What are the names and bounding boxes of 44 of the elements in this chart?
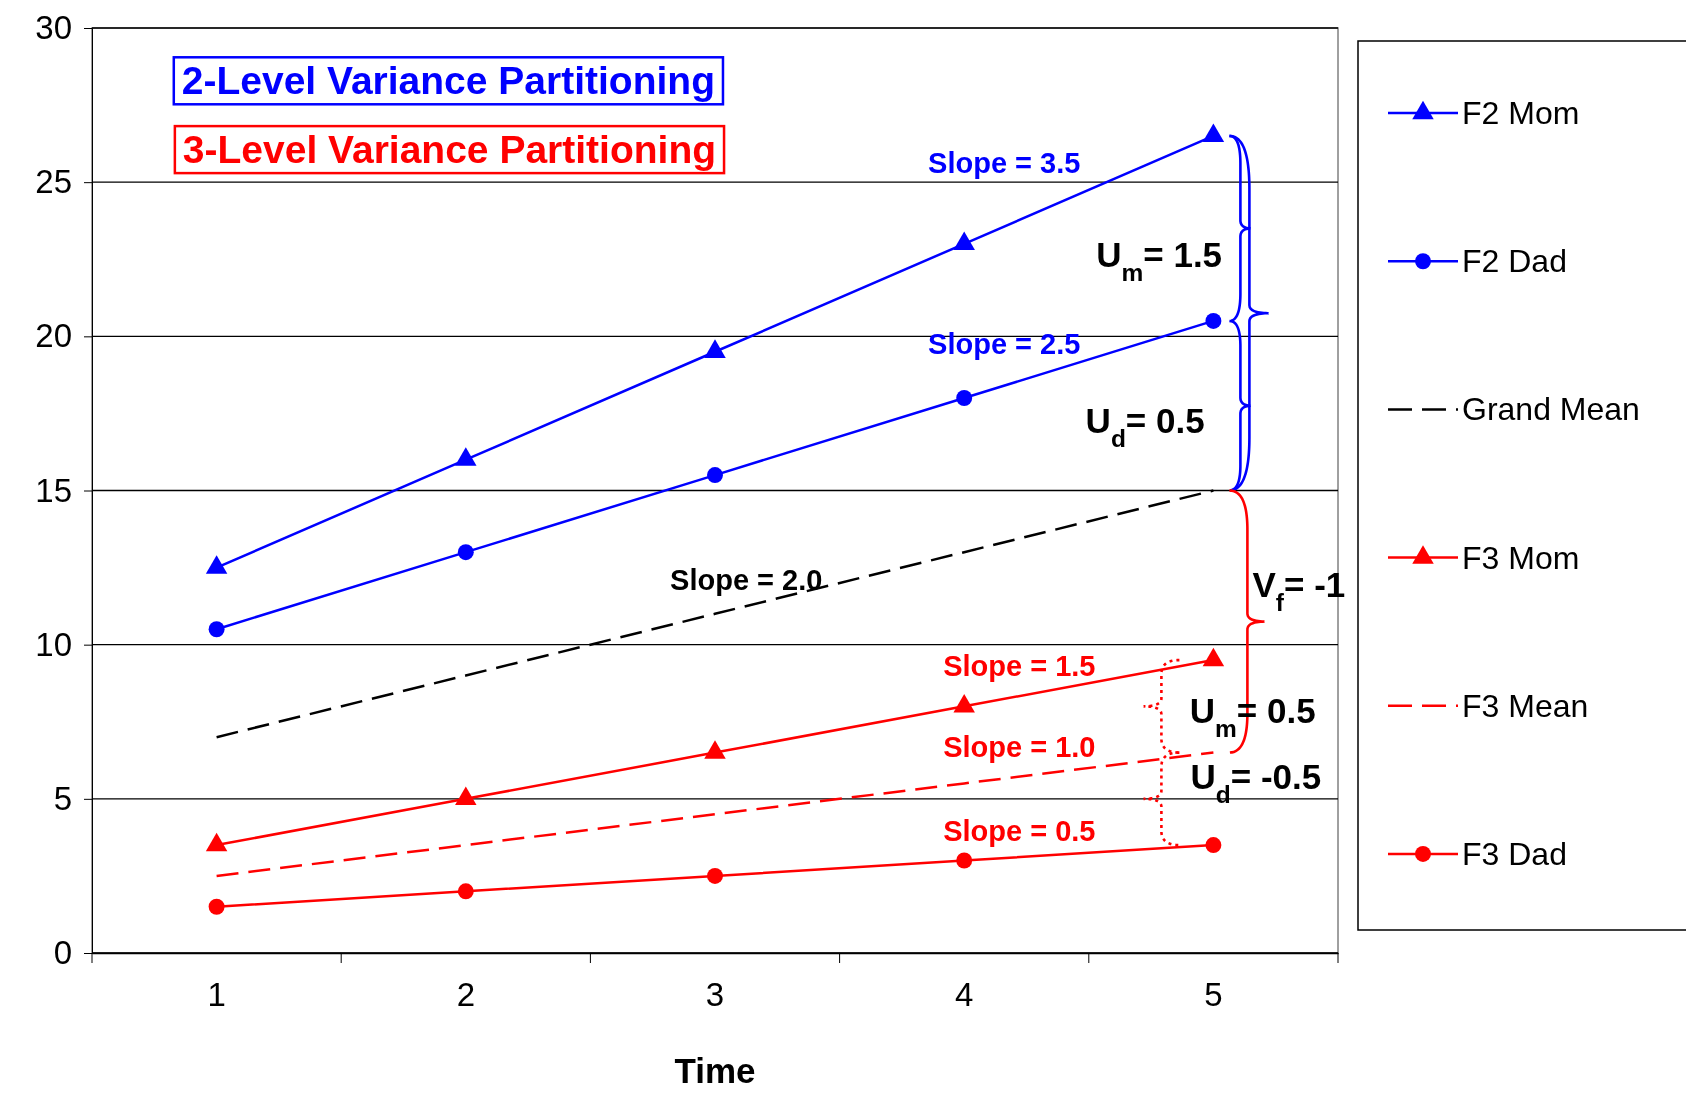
x-tick-label: 4 [955,976,974,1014]
legend-label: F2 Dad [1462,243,1567,280]
annotation: Slope = 2.5 [928,328,1081,361]
point [457,883,474,900]
point [1205,312,1222,329]
x-axis-title: Time [674,1051,756,1090]
annotation: Slope = 3.5 [928,146,1081,179]
annotation: Slope = 2.0 [670,563,823,596]
point [208,621,225,638]
point [953,231,975,251]
x-tick-label: 1 [207,976,226,1014]
annotation: V$_{f}$= -1 [1252,565,1346,616]
point [707,467,723,484]
y-tick-label: 30 [35,9,72,47]
annotation: 2-Level Variance Partitioning [181,59,715,103]
annotation: Slope = 1.5 [943,649,1096,682]
point [455,447,477,466]
y-tick-label: 20 [35,317,72,355]
point [1205,837,1222,854]
legend-label: Grand Mean [1462,391,1640,428]
legend-label: F3 Mom [1462,539,1580,576]
y-tick-label: 25 [35,163,72,201]
legend-label: F3 Dad [1462,835,1567,872]
annotation: 3-Level Variance Partitioning [182,128,717,172]
legend-label: F3 Mean [1462,687,1589,724]
x-tick-label: 5 [1204,976,1223,1014]
y-tick-label: 0 [53,934,72,972]
y-tick-label: 10 [35,625,72,663]
point [956,390,973,406]
point [457,544,474,561]
x-tick-label: 3 [705,976,725,1014]
annotation: U$_{d}$= 0.5 [1085,400,1205,452]
annotation: U$_{m}$= 1.5 [1096,235,1223,286]
y-tick-label: 15 [35,471,72,509]
x-tick-label: 2 [456,976,475,1014]
legend-label: F2 Mom [1462,95,1580,132]
point [956,852,973,869]
y-tick-label: 5 [53,779,72,817]
annotation: Slope = 1.0 [943,731,1096,764]
point [707,867,723,884]
point [1202,123,1225,143]
point [208,898,225,915]
point [704,339,726,358]
annotation: Slope = 0.5 [943,815,1096,848]
